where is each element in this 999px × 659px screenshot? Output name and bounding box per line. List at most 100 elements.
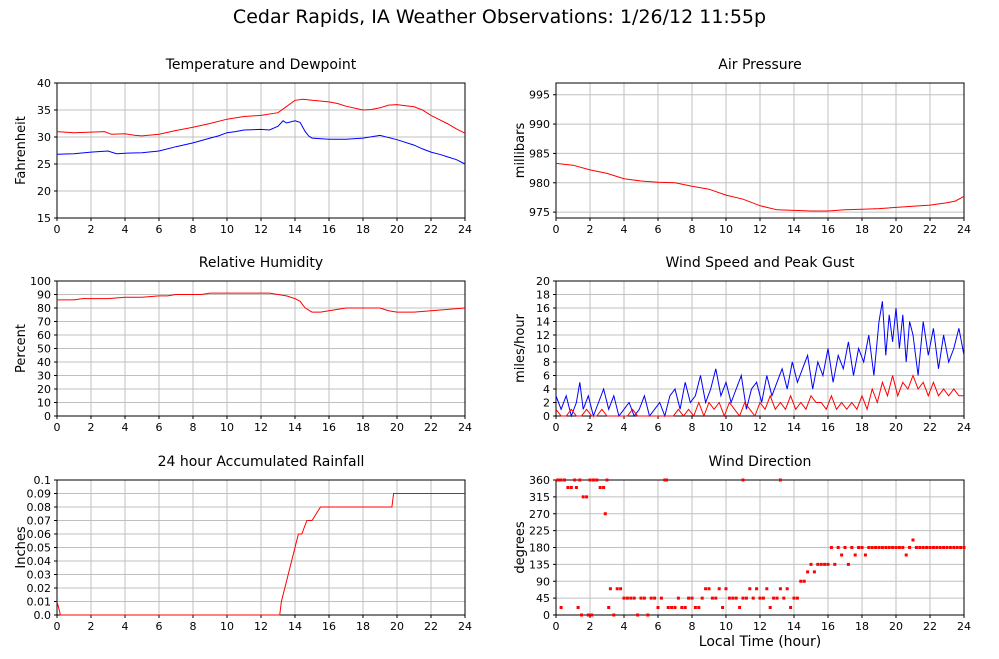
- relative-humidity-x-tick-label: 0: [54, 421, 61, 434]
- wind-direction-point: [962, 546, 966, 549]
- wind-direction-y-tick-label: 0: [543, 609, 550, 622]
- wind-direction-y-axis-label: degrees: [513, 521, 528, 574]
- wind-speed-and-peak-gust-x-tick-label: 20: [889, 421, 903, 434]
- wind-speed-and-peak-gust-x-tick-label: 6: [655, 421, 662, 434]
- wind-direction-point: [676, 596, 680, 600]
- temperature-and-dewpoint-y-tick-label: 40: [37, 77, 51, 90]
- wind-speed-and-peak-gust-x-tick-label: 10: [719, 421, 733, 434]
- wind-direction-point: [704, 587, 708, 591]
- wind-direction-point: [656, 606, 660, 609]
- wind-direction-point: [768, 606, 772, 609]
- 24-hour-accumulated-rainfall-y-tick-label: 0.1: [34, 474, 52, 487]
- relative-humidity-x-tick-label: 10: [220, 421, 234, 434]
- relative-humidity-x-tick-label: 2: [88, 421, 95, 434]
- wind-direction-x-tick-label: 14: [787, 620, 801, 633]
- wind-direction-x-tick-label: 12: [753, 620, 767, 633]
- wind-direction-point: [731, 596, 735, 600]
- wind-direction-point: [765, 587, 769, 591]
- wind-direction-point: [867, 546, 871, 549]
- relative-humidity-x-tick-label: 6: [156, 421, 163, 434]
- wind-speed-and-peak-gust-title: Wind Speed and Peak Gust: [666, 255, 855, 271]
- wind-direction-y-tick-label: 180: [529, 542, 550, 555]
- wind-direction-point: [557, 478, 561, 482]
- relative-humidity-x-tick-label: 12: [254, 421, 268, 434]
- wind-direction-point: [826, 562, 830, 566]
- relative-humidity-y-tick-label: 40: [37, 356, 51, 369]
- wind-direction-point: [659, 596, 663, 600]
- wind-speed-and-peak-gust-plot-frame: [555, 280, 965, 417]
- 24-hour-accumulated-rainfall-y-tick-label: 0.05: [27, 542, 52, 555]
- page-title: Cedar Rapids, IA Weather Observations: 1…: [232, 6, 767, 28]
- wind-direction-point: [670, 606, 674, 609]
- wind-direction-point: [707, 587, 711, 591]
- wind-direction-point: [683, 606, 687, 609]
- relative-humidity-x-tick-label: 20: [390, 421, 404, 434]
- 24-hour-accumulated-rainfall-y-tick-label: 0.06: [27, 528, 52, 541]
- 24-hour-accumulated-rainfall-y-tick-label: 0.08: [27, 501, 52, 514]
- relative-humidity-y-tick-label: 10: [37, 397, 51, 410]
- 24-hour-accumulated-rainfall-y-tick-label: 0.03: [27, 569, 52, 582]
- wind-direction-x-tick-label: 2: [587, 620, 594, 633]
- wind-direction-point: [744, 596, 748, 600]
- relative-humidity-y-tick-label: 100: [30, 275, 51, 288]
- wind-direction-point: [625, 596, 629, 600]
- wind-direction-point: [697, 606, 701, 609]
- wind-direction-point: [603, 512, 607, 516]
- 24-hour-accumulated-rainfall-x-tick-label: 12: [254, 620, 268, 633]
- wind-direction-point: [857, 546, 861, 549]
- wind-direction-point: [880, 546, 884, 549]
- relative-humidity-x-tick-label: 8: [190, 421, 197, 434]
- air-pressure-x-tick-label: 4: [621, 223, 628, 236]
- wind-direction-point: [884, 546, 888, 549]
- relative-humidity-x-tick-label: 14: [288, 421, 302, 434]
- wind-direction-point: [734, 596, 738, 600]
- wind-speed-and-peak-gust-y-tick-label: 6: [543, 370, 550, 383]
- temperature-and-dewpoint-x-tick-label: 22: [424, 223, 438, 236]
- wind-direction-point: [605, 478, 609, 482]
- wind-direction-y-tick-label: 135: [529, 558, 550, 571]
- relative-humidity-y-axis-label: Percent: [14, 324, 29, 373]
- air-pressure-x-tick-label: 6: [655, 223, 662, 236]
- wind-direction-point: [602, 486, 606, 489]
- wind-speed-and-peak-gust-y-tick-label: 0: [543, 410, 550, 423]
- wind-direction-x-tick-label: 20: [889, 620, 903, 633]
- air-pressure-x-tick-label: 18: [855, 223, 869, 236]
- temperature-and-dewpoint-y-tick-label: 15: [37, 212, 51, 225]
- relative-humidity-x-tick-label: 24: [458, 421, 472, 434]
- wind-speed-and-peak-gust-y-tick-label: 16: [536, 302, 550, 315]
- wind-direction-x-tick-label: 16: [821, 620, 835, 633]
- wind-direction-y-tick-label: 90: [536, 575, 550, 588]
- temperature-and-dewpoint-plot-frame: [56, 82, 466, 219]
- wind-direction-point: [952, 546, 956, 549]
- 24-hour-accumulated-rainfall-x-tick-label: 24: [458, 620, 472, 633]
- wind-direction-x-tick-label: 0: [553, 620, 560, 633]
- wind-direction-point: [816, 562, 820, 566]
- wind-direction-point: [829, 546, 833, 549]
- wind-direction-point: [914, 546, 918, 549]
- air-pressure-x-tick-label: 22: [923, 223, 937, 236]
- wind-direction-point: [612, 613, 616, 617]
- wind-direction-point: [959, 546, 963, 549]
- wind-direction-point: [792, 596, 796, 600]
- wind-direction-point: [799, 579, 803, 583]
- wind-direction-point: [921, 546, 925, 549]
- wind-speed-and-peak-gust-y-tick-label: 14: [536, 316, 550, 329]
- wind-speed-and-peak-gust-y-tick-label: 8: [543, 356, 550, 369]
- wind-direction-point: [887, 546, 891, 549]
- wind-direction-point: [687, 596, 691, 600]
- wind-direction-point: [840, 553, 844, 557]
- wind-direction-point: [721, 606, 725, 609]
- wind-direction-point: [727, 596, 731, 600]
- 24-hour-accumulated-rainfall-y-axis-label: Inches: [14, 526, 29, 568]
- wind-direction-point: [665, 478, 668, 482]
- air-pressure-x-tick-label: 10: [719, 223, 733, 236]
- 24-hour-accumulated-rainfall-series-red-line: [56, 493, 465, 616]
- wind-direction-point: [863, 553, 867, 557]
- wind-direction-point: [751, 596, 755, 600]
- 24-hour-accumulated-rainfall-x-tick-label: 2: [88, 620, 95, 633]
- relative-humidity-y-tick-label: 70: [37, 316, 51, 329]
- wind-direction-point: [785, 587, 789, 591]
